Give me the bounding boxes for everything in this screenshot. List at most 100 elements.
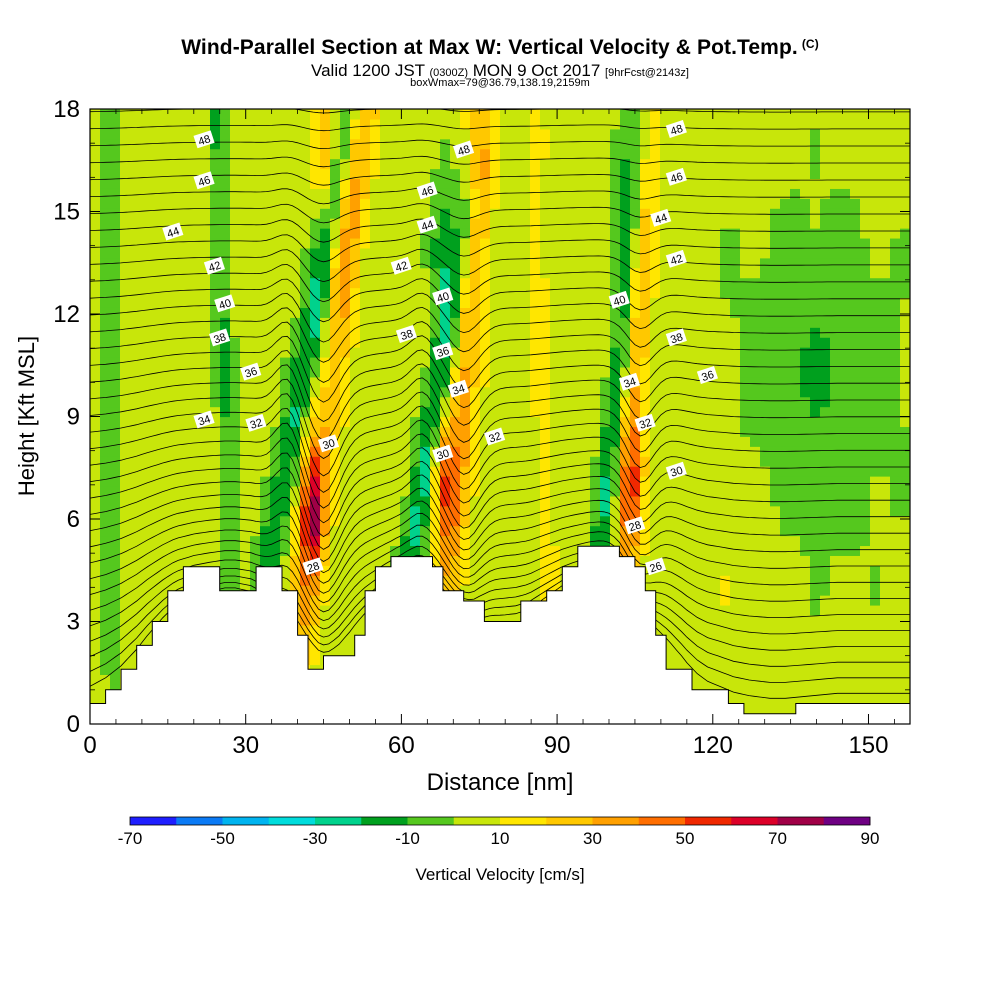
velocity-cell: [270, 287, 281, 299]
velocity-cell: [890, 604, 901, 616]
velocity-cell: [110, 585, 121, 596]
velocity-cell: [150, 515, 161, 527]
velocity-cell: [780, 317, 791, 328]
velocity-cell: [710, 168, 721, 180]
velocity-cell: [230, 158, 241, 170]
velocity-cell: [420, 426, 431, 437]
velocity-cell: [670, 188, 681, 199]
velocity-cell: [340, 495, 351, 507]
velocity-cell: [800, 515, 811, 527]
velocity-cell: [570, 476, 581, 487]
velocity-cell: [330, 267, 341, 279]
velocity-cell: [680, 525, 691, 537]
velocity-cell: [300, 386, 311, 398]
velocity-cell: [110, 218, 121, 229]
velocity-cell: [270, 347, 281, 358]
velocity-cell: [670, 446, 681, 457]
velocity-cell: [290, 297, 301, 308]
velocity-cell: [490, 178, 501, 189]
velocity-cell: [580, 396, 591, 408]
velocity-cell: [420, 495, 431, 507]
velocity-cell: [880, 485, 891, 497]
velocity-cell: [190, 158, 201, 170]
velocity-cell: [680, 327, 691, 338]
velocity-cell: [200, 476, 211, 487]
velocity-cell: [720, 585, 731, 596]
velocity-cell: [380, 267, 391, 279]
velocity-cell: [350, 118, 361, 130]
velocity-cell: [650, 138, 661, 150]
velocity-cell: [870, 287, 881, 299]
velocity-cell: [830, 664, 841, 675]
velocity-cell: [130, 495, 141, 507]
velocity-cell: [740, 565, 751, 576]
velocity-cell: [180, 366, 191, 378]
velocity-cell: [610, 505, 621, 517]
velocity-cell: [350, 366, 361, 378]
velocity-cell: [130, 446, 141, 457]
velocity-cell: [730, 426, 741, 437]
velocity-cell: [630, 148, 641, 160]
velocity-cell: [620, 456, 631, 467]
velocity-cell: [690, 406, 701, 418]
velocity-cell: [530, 416, 541, 428]
velocity-cell: [460, 188, 471, 199]
velocity-cell: [240, 396, 251, 408]
velocity-cell: [110, 208, 121, 219]
velocity-cell: [280, 426, 291, 437]
velocity-cell: [530, 386, 541, 398]
velocity-cell: [590, 495, 601, 507]
velocity-cell: [320, 604, 331, 616]
velocity-cell: [230, 287, 241, 299]
velocity-cell: [890, 456, 901, 467]
velocity-cell: [890, 654, 901, 666]
velocity-cell: [600, 168, 611, 180]
velocity-cell: [320, 168, 331, 180]
velocity-cell: [780, 515, 791, 527]
velocity-cell: [400, 158, 411, 170]
velocity-cell: [340, 128, 351, 140]
velocity-cell: [310, 138, 321, 150]
velocity-cell: [760, 684, 771, 695]
velocity-cell: [850, 208, 861, 219]
velocity-cell: [630, 218, 641, 229]
velocity-cell: [860, 128, 871, 140]
velocity-cell: [110, 347, 121, 358]
velocity-cell: [650, 456, 661, 467]
velocity-cell: [380, 555, 391, 566]
velocity-cell: [260, 456, 271, 467]
velocity-cell: [230, 337, 241, 348]
velocity-cell: [240, 297, 251, 308]
velocity-cell: [330, 277, 341, 289]
velocity-cell: [890, 535, 901, 547]
velocity-cell: [410, 317, 421, 328]
velocity-cell: [710, 585, 721, 596]
velocity-cell: [860, 654, 871, 666]
velocity-cell: [780, 604, 791, 616]
velocity-cell: [860, 109, 871, 120]
velocity-cell: [870, 555, 881, 566]
velocity-cell: [410, 366, 421, 378]
velocity-cell: [750, 614, 761, 626]
velocity-cell: [220, 138, 231, 150]
velocity-cell: [140, 327, 151, 338]
velocity-cell: [190, 456, 201, 467]
velocity-cell: [160, 158, 171, 170]
velocity-cell: [630, 366, 641, 378]
velocity-cell: [810, 148, 821, 160]
velocity-cell: [490, 317, 501, 328]
velocity-cell: [520, 366, 531, 378]
velocity-cell: [730, 317, 741, 328]
velocity-cell: [300, 356, 311, 368]
velocity-cell: [860, 148, 871, 160]
velocity-cell: [780, 178, 791, 189]
velocity-cell: [400, 525, 411, 537]
velocity-cell: [490, 535, 501, 547]
velocity-cell: [200, 485, 211, 497]
velocity-cell: [750, 178, 761, 189]
velocity-cell: [610, 476, 621, 487]
velocity-cell: [600, 128, 611, 140]
velocity-cell: [670, 218, 681, 229]
velocity-cell: [270, 257, 281, 269]
velocity-cell: [640, 228, 651, 239]
